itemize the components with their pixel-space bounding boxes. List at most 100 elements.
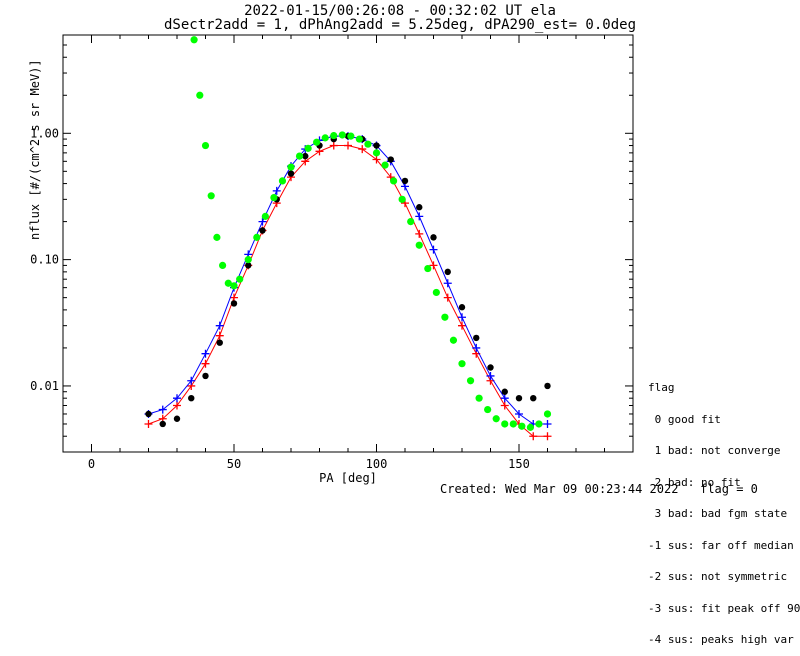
data-point-green xyxy=(390,177,398,185)
data-point-green xyxy=(415,241,423,249)
data-point-green xyxy=(449,336,458,344)
data-point-blue xyxy=(215,321,224,330)
data-point-black xyxy=(544,382,551,390)
data-point-blue xyxy=(272,186,281,195)
data-point-red xyxy=(173,401,181,410)
chart-title-line2: dSectr2add = 1, dPhAng2add = 5.25deg, dP… xyxy=(163,17,636,33)
flag-legend-item: 2 bad: no fit xyxy=(648,475,741,489)
x-tick-label: 0 xyxy=(88,457,95,471)
data-point-green xyxy=(398,195,406,203)
y-tick-label: 0.10 xyxy=(30,253,59,267)
data-point-red xyxy=(344,141,352,150)
data-point-red xyxy=(415,229,424,238)
data-point-black xyxy=(401,177,409,185)
data-point-blue xyxy=(415,212,424,221)
data-point-green xyxy=(364,140,372,148)
flag-legend-item: -4 sus: peaks high var xyxy=(648,633,794,646)
y-tick-label: 1.00 xyxy=(30,126,59,140)
data-point-black xyxy=(216,339,223,346)
data-point-black xyxy=(302,152,309,160)
data-point-blue xyxy=(458,313,466,322)
data-point-green xyxy=(219,261,227,270)
series-line-red xyxy=(148,145,548,437)
data-point-black xyxy=(387,156,394,163)
flag-legend-item: 0 good fit xyxy=(648,412,721,426)
data-point-green xyxy=(330,131,338,140)
flag-legend-item: -1 sus: far off median xyxy=(648,538,794,552)
data-point-green xyxy=(321,134,329,142)
data-point-blue xyxy=(486,371,495,380)
data-point-green xyxy=(484,405,492,414)
data-point-red xyxy=(201,359,210,368)
x-tick-label: 150 xyxy=(508,457,530,471)
data-point-green xyxy=(492,415,500,423)
data-point-blue xyxy=(515,409,523,418)
plot-frame xyxy=(62,34,634,453)
data-point-black xyxy=(245,262,252,269)
data-point-red xyxy=(443,293,452,302)
axes-layer: 0 50 100 150 PA [deg] 0.01 0.10 1.00 xyxy=(30,34,634,485)
data-point-green xyxy=(526,423,535,431)
x-tick-label: 50 xyxy=(227,457,241,471)
data-point-blue xyxy=(443,279,452,288)
data-point-blue xyxy=(158,405,167,414)
data-point-black xyxy=(458,304,466,311)
data-point-black xyxy=(416,204,423,211)
data-point-green xyxy=(304,144,312,152)
data-point-red xyxy=(543,432,552,441)
data-point-black xyxy=(188,394,195,402)
data-point-black xyxy=(287,170,295,177)
data-point-black xyxy=(444,268,451,276)
data-point-green xyxy=(213,233,221,241)
data-point-red xyxy=(329,141,338,150)
data-point-green xyxy=(224,279,232,287)
chart-title-line1: 2022-01-15/00:26:08 - 00:32:02 UT ela xyxy=(244,3,556,19)
data-point-black xyxy=(473,334,480,342)
data-point-green xyxy=(270,193,278,202)
data-point-red xyxy=(372,155,381,164)
data-point-green xyxy=(201,141,210,150)
created-timestamp: Created: Wed Mar 09 00:23:44 2022 xyxy=(440,482,679,496)
flag-legend-item: 3 bad: bad fgm state xyxy=(648,507,788,520)
data-point-green xyxy=(424,264,432,273)
data-point-green xyxy=(253,233,261,241)
y-axis-label: nflux [#/(cm^2 s sr MeV)] xyxy=(28,59,42,240)
x-tick-label: 100 xyxy=(366,457,388,471)
data-layer xyxy=(144,36,552,441)
data-point-black xyxy=(515,394,523,402)
flag-legend-item: 1 bad: not converge xyxy=(648,444,781,457)
data-point-green xyxy=(407,217,415,226)
data-point-green xyxy=(509,420,517,428)
footer: Created: Wed Mar 09 00:23:44 2022 flag =… xyxy=(440,482,758,496)
data-point-black xyxy=(487,364,494,371)
data-point-green xyxy=(501,420,509,428)
x-axis-label: PA [deg] xyxy=(319,471,377,485)
flag-value: flag = 0 xyxy=(700,482,758,496)
data-point-green xyxy=(207,192,215,200)
data-point-green xyxy=(518,422,526,430)
data-point-green xyxy=(475,394,483,402)
data-point-black xyxy=(501,388,508,395)
data-point-green xyxy=(196,91,204,99)
data-point-green xyxy=(261,212,269,220)
data-point-green xyxy=(230,282,238,290)
data-point-red xyxy=(529,432,538,441)
data-point-red xyxy=(144,419,153,428)
flag-legend-item: -3 sus: fit peak off 90 xyxy=(648,601,800,615)
data-point-green xyxy=(244,256,252,264)
data-point-black xyxy=(145,410,152,418)
data-point-red xyxy=(358,145,367,154)
data-point-green xyxy=(338,131,346,139)
data-point-black xyxy=(430,234,437,241)
data-point-blue xyxy=(187,376,196,385)
data-point-black xyxy=(202,372,209,380)
data-point-green xyxy=(190,36,198,44)
flag-legend-item: -2 sus: not symmetric xyxy=(648,570,788,583)
data-point-red xyxy=(215,331,224,340)
data-point-black xyxy=(530,394,537,402)
data-point-green xyxy=(535,420,543,428)
data-point-green xyxy=(441,313,449,321)
data-point-green xyxy=(432,288,440,297)
data-point-black xyxy=(173,415,181,422)
y-tick-label: 0.01 xyxy=(30,379,59,393)
